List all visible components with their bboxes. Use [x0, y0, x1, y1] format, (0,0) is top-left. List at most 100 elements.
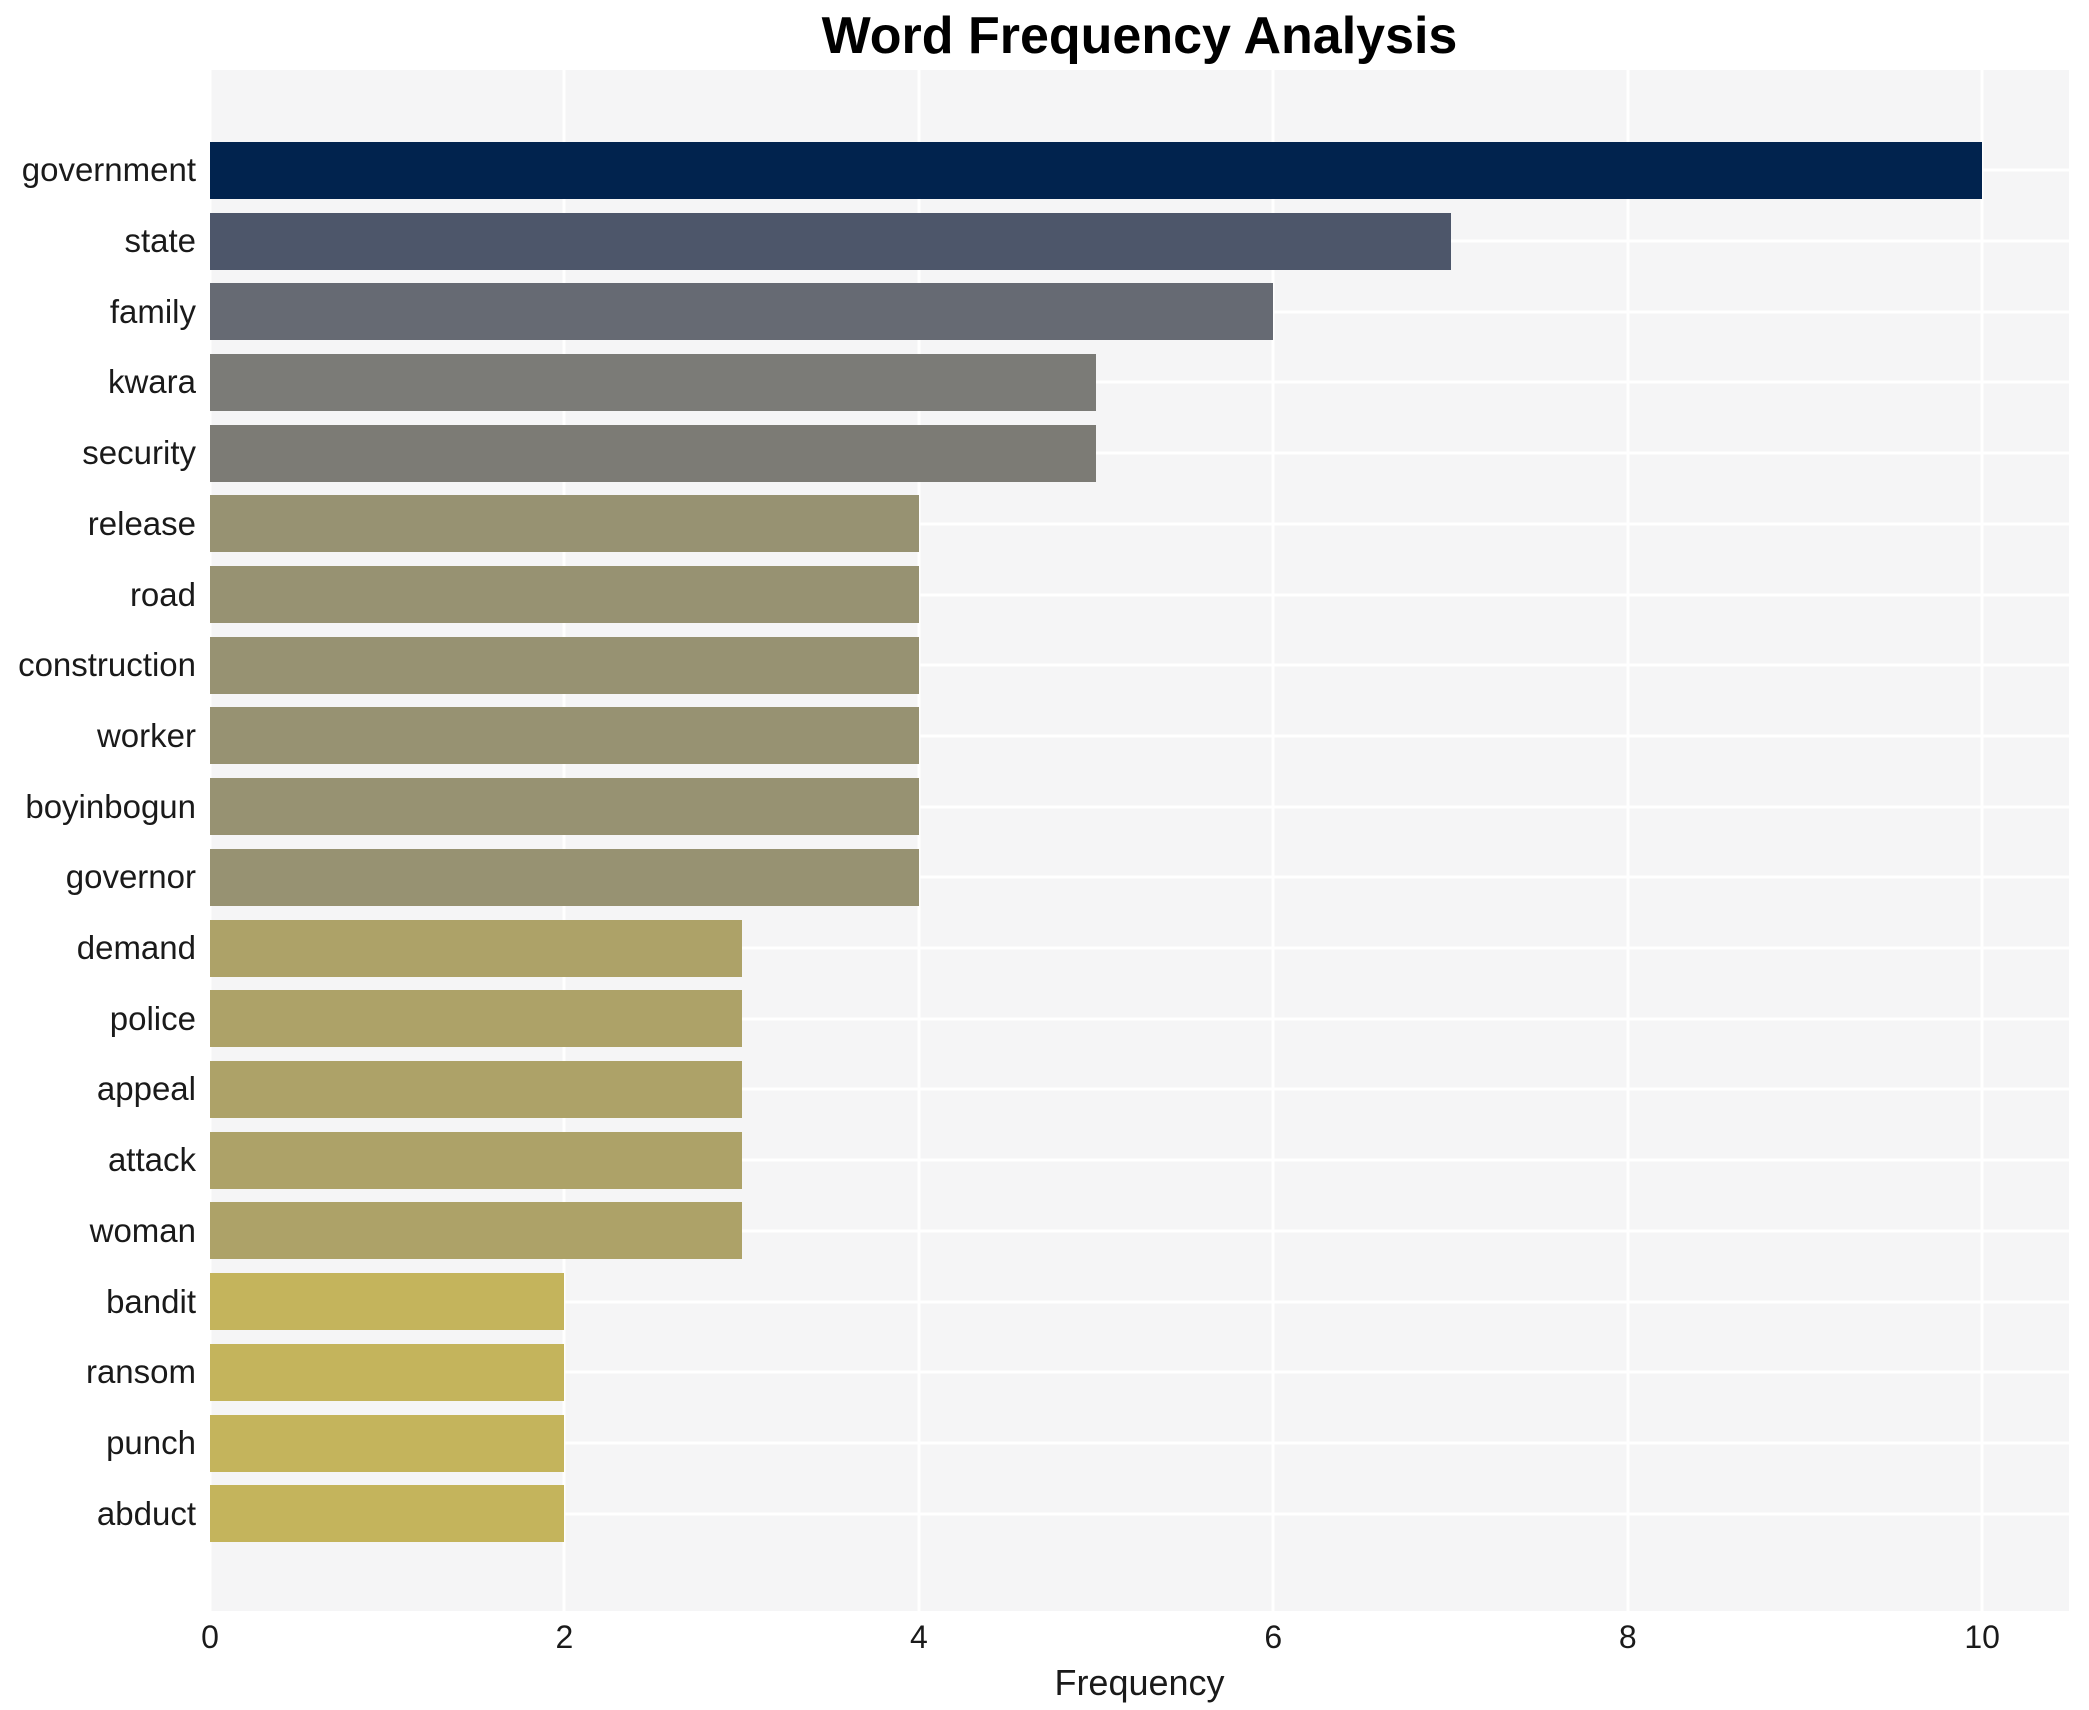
y-tick-label: police — [109, 999, 196, 1037]
gridline-horizontal — [210, 1158, 2069, 1162]
bar-track — [210, 842, 2069, 913]
bar-track — [210, 206, 2069, 277]
x-tick-label: 2 — [555, 1619, 574, 1655]
y-tick-label: release — [87, 504, 196, 542]
bar-row: kwara — [0, 347, 2069, 418]
x-tick-label: 4 — [909, 1619, 928, 1655]
bar-row: attack — [0, 1125, 2069, 1196]
bar-track — [210, 913, 2069, 984]
y-tick-label: security — [82, 434, 196, 472]
chart-title: Word Frequency Analysis — [821, 7, 1458, 65]
y-tick-label: woman — [89, 1211, 196, 1249]
bar-track — [210, 276, 2069, 347]
gridline-horizontal — [210, 593, 2069, 597]
y-tick-label: construction — [18, 646, 196, 684]
gridline-horizontal — [210, 522, 2069, 526]
bar-row: release — [0, 489, 2069, 560]
bar-row: state — [0, 206, 2069, 277]
y-tick-label: kwara — [107, 363, 196, 401]
gridline-horizontal — [210, 875, 2069, 879]
bar-construction — [210, 636, 919, 694]
gridline-horizontal — [210, 1087, 2069, 1091]
gridline-vertical — [208, 70, 212, 1611]
gridline-horizontal — [210, 1017, 2069, 1021]
y-tick-label: abduct — [96, 1494, 196, 1532]
bar-row: woman — [0, 1196, 2069, 1267]
y-tick-label: ransom — [85, 1353, 196, 1391]
gridline-vertical — [917, 70, 921, 1611]
y-tick-label: appeal — [96, 1070, 196, 1108]
gridline-vertical — [562, 70, 566, 1611]
bar-row: construction — [0, 630, 2069, 701]
gridline-horizontal — [210, 1441, 2069, 1445]
bar-road — [210, 566, 919, 624]
bar-track — [210, 135, 2069, 206]
bar-row: demand — [0, 913, 2069, 984]
y-tick-label: state — [124, 222, 196, 260]
bar-row: bandit — [0, 1266, 2069, 1337]
bar-track — [210, 418, 2069, 489]
bar-row: police — [0, 983, 2069, 1054]
bar-track — [210, 1266, 2069, 1337]
x-tick-label: 0 — [201, 1619, 219, 1655]
bar-boyinbogun — [210, 778, 919, 836]
bar-rows: government state family kwara security releas… — [0, 70, 2069, 1611]
gridline-horizontal — [210, 1300, 2069, 1304]
bar-track — [210, 1054, 2069, 1125]
bar-row: abduct — [0, 1478, 2069, 1549]
bar-track — [210, 1196, 2069, 1267]
bar-police — [210, 990, 742, 1048]
bar-state — [210, 212, 1451, 270]
gridline-vertical — [1980, 70, 1984, 1611]
y-tick-label: boyinbogun — [25, 787, 196, 825]
bar-ransom — [210, 1343, 565, 1401]
bar-track — [210, 1408, 2069, 1479]
bar-row: governor — [0, 842, 2069, 913]
gridline-horizontal — [210, 451, 2069, 455]
bar-row: road — [0, 559, 2069, 630]
bar-family — [210, 283, 1274, 341]
bar-governor — [210, 848, 919, 906]
bar-track — [210, 983, 2069, 1054]
y-tick-label: bandit — [106, 1282, 196, 1320]
bar-demand — [210, 919, 742, 977]
bar-woman — [210, 1202, 742, 1260]
x-tick-label: 10 — [1964, 1619, 2000, 1655]
bar-track — [210, 489, 2069, 560]
bar-row: worker — [0, 701, 2069, 772]
bar-row: family — [0, 276, 2069, 347]
bar-security — [210, 424, 1097, 482]
bar-abduct — [210, 1485, 565, 1543]
gridline-vertical — [1626, 70, 1630, 1611]
bar-appeal — [210, 1060, 742, 1118]
bar-track — [210, 630, 2069, 701]
bar-attack — [210, 1131, 742, 1189]
bar-track — [210, 559, 2069, 630]
bar-bandit — [210, 1273, 565, 1331]
gridline-horizontal — [210, 663, 2069, 667]
gridline-horizontal — [210, 1229, 2069, 1233]
bar-government — [210, 141, 1983, 199]
bar-row: punch — [0, 1408, 2069, 1479]
y-tick-label: family — [109, 292, 196, 330]
y-tick-label: worker — [96, 716, 196, 754]
bar-worker — [210, 707, 919, 765]
gridline-horizontal — [210, 1512, 2069, 1516]
bar-row: security — [0, 418, 2069, 489]
x-axis-label: Frequency — [1054, 1662, 1225, 1703]
gridline-horizontal — [210, 380, 2069, 384]
bar-punch — [210, 1414, 565, 1472]
x-tick-label: 8 — [1618, 1619, 1637, 1655]
gridline-horizontal — [210, 1370, 2069, 1374]
gridline-horizontal — [210, 946, 2069, 950]
gridline-horizontal — [210, 734, 2069, 738]
y-tick-label: demand — [76, 929, 196, 967]
y-tick-label: road — [129, 575, 196, 613]
bar-track — [210, 1337, 2069, 1408]
bar-track — [210, 347, 2069, 418]
bar-release — [210, 495, 919, 553]
bar-track — [210, 1125, 2069, 1196]
gridline-horizontal — [210, 805, 2069, 809]
gridline-vertical — [1271, 70, 1275, 1611]
y-tick-label: punch — [106, 1424, 196, 1461]
